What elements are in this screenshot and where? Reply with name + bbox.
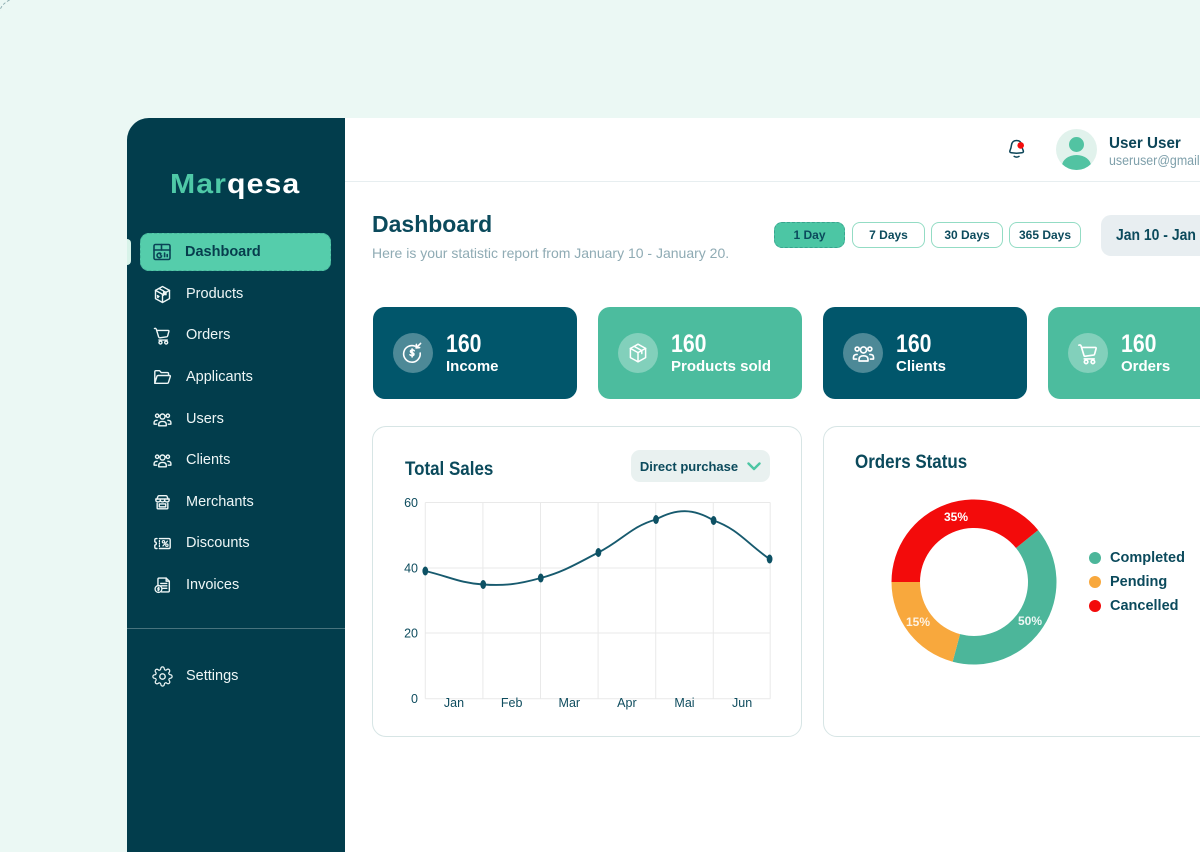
svg-text:35%: 35% (944, 510, 968, 524)
svg-text:50%: 50% (1018, 614, 1042, 628)
svg-text:Feb: Feb (501, 696, 523, 710)
svg-text:Jan: Jan (444, 696, 464, 710)
svg-text:Apr: Apr (617, 696, 636, 710)
svg-text:60: 60 (404, 496, 418, 510)
svg-text:Jun: Jun (732, 696, 752, 710)
svg-text:Mar: Mar (559, 696, 581, 710)
svg-text:Mai: Mai (674, 696, 694, 710)
svg-text:15%: 15% (906, 615, 930, 629)
svg-text:20: 20 (404, 627, 418, 641)
svg-text:0: 0 (411, 692, 418, 706)
svg-text:40: 40 (404, 562, 418, 576)
